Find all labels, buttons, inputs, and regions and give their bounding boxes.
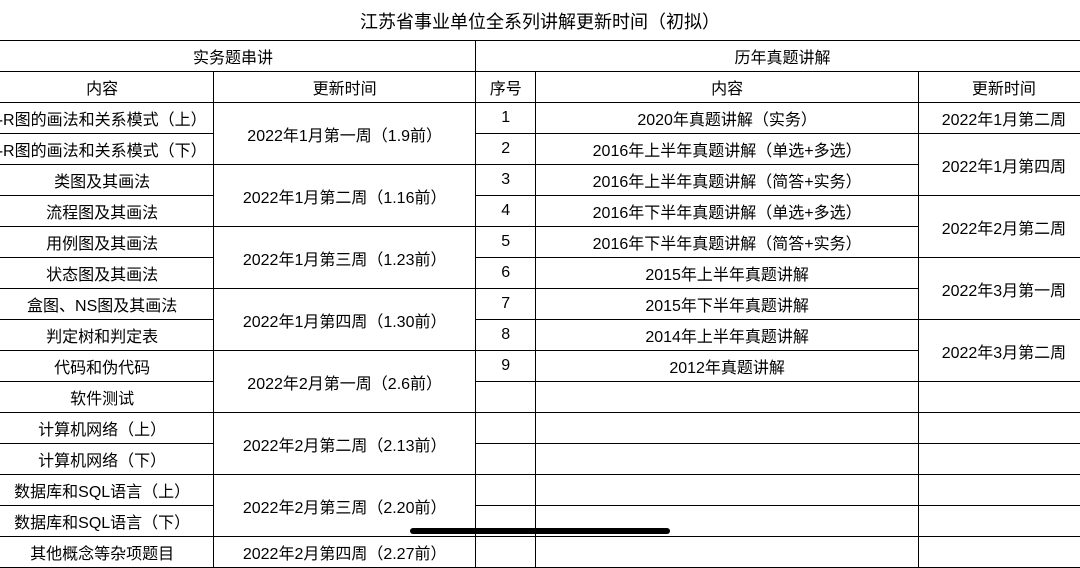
right-seq-cell: 4: [476, 196, 536, 227]
left-content-cell: -R图的画法和关系模式（下）: [0, 134, 214, 165]
right-seq-cell: 1: [476, 103, 536, 134]
left-col-time: 更新时间: [214, 72, 476, 103]
right-time-cell: 2022年1月第二周: [918, 103, 1080, 134]
left-col-content: 内容: [0, 72, 214, 103]
right-content-cell: 2016年下半年真题讲解（简答+实务）: [536, 227, 918, 258]
right-seq-cell: [476, 475, 536, 506]
left-content-cell: -R图的画法和关系模式（上）: [0, 103, 214, 134]
right-content-cell: [536, 537, 918, 568]
right-seq-cell: 6: [476, 258, 536, 289]
right-col-time: 更新时间: [918, 72, 1080, 103]
right-content-cell: [536, 382, 918, 413]
right-seq-cell: 8: [476, 320, 536, 351]
right-seq-cell: [476, 413, 536, 444]
right-content-cell: 2012年真题讲解: [536, 351, 918, 382]
right-seq-cell: 3: [476, 165, 536, 196]
left-time-cell: 2022年2月第一周（2.6前）: [214, 351, 476, 413]
right-content-cell: [536, 413, 918, 444]
right-content-cell: [536, 475, 918, 506]
left-content-cell: 软件测试: [0, 382, 214, 413]
right-time-cell: [918, 475, 1080, 506]
left-content-cell: 代码和伪代码: [0, 351, 214, 382]
left-time-cell: 2022年2月第二周（2.13前）: [214, 413, 476, 475]
left-content-cell: 数据库和SQL语言（上）: [0, 475, 214, 506]
right-seq-cell: 7: [476, 289, 536, 320]
left-time-cell: 2022年1月第三周（1.23前）: [214, 227, 476, 289]
right-content-cell: 2015年上半年真题讲解: [536, 258, 918, 289]
left-content-cell: 类图及其画法: [0, 165, 214, 196]
schedule-table-wrap: 实务题串讲 历年真题讲解 内容 更新时间 序号 内容 更新时间 -R图的画法和关…: [0, 40, 1080, 568]
right-content-cell: 2014年上半年真题讲解: [536, 320, 918, 351]
left-content-cell: 其他概念等杂项题目: [0, 537, 214, 568]
left-content-cell: 用例图及其画法: [0, 227, 214, 258]
left-content-cell: 状态图及其画法: [0, 258, 214, 289]
right-col-seq: 序号: [476, 72, 536, 103]
left-content-cell: 数据库和SQL语言（下）: [0, 506, 214, 537]
left-time-cell: 2022年2月第四周（2.27前）: [214, 537, 476, 568]
right-seq-cell: [476, 537, 536, 568]
right-time-cell: 2022年1月第四周: [918, 134, 1080, 196]
right-content-cell: [536, 444, 918, 475]
right-time-cell: [918, 537, 1080, 568]
left-content-cell: 盒图、NS图及其画法: [0, 289, 214, 320]
left-content-cell: 流程图及其画法: [0, 196, 214, 227]
left-content-cell: 计算机网络（下）: [0, 444, 214, 475]
right-time-cell: [918, 413, 1080, 444]
right-time-cell: 2022年3月第一周: [918, 258, 1080, 320]
right-content-cell: 2020年真题讲解（实务）: [536, 103, 918, 134]
schedule-table: 实务题串讲 历年真题讲解 内容 更新时间 序号 内容 更新时间 -R图的画法和关…: [0, 40, 1080, 568]
right-seq-cell: [476, 444, 536, 475]
right-time-cell: [918, 444, 1080, 475]
right-seq-cell: 9: [476, 351, 536, 382]
right-time-cell: 2022年2月第二周: [918, 196, 1080, 258]
right-seq-cell: 5: [476, 227, 536, 258]
right-col-content: 内容: [536, 72, 918, 103]
home-indicator: [410, 528, 670, 534]
left-time-cell: 2022年1月第四周（1.30前）: [214, 289, 476, 351]
left-content-cell: 判定树和判定表: [0, 320, 214, 351]
right-content-cell: 2016年上半年真题讲解（简答+实务）: [536, 165, 918, 196]
right-group-header: 历年真题讲解: [476, 41, 1080, 72]
left-time-cell: 2022年1月第二周（1.16前）: [214, 165, 476, 227]
right-content-cell: 2016年上半年真题讲解（单选+多选）: [536, 134, 918, 165]
right-time-cell: 2022年3月第二周: [918, 320, 1080, 382]
right-seq-cell: 2: [476, 134, 536, 165]
right-time-cell: [918, 506, 1080, 537]
left-content-cell: 计算机网络（上）: [0, 413, 214, 444]
left-group-header: 实务题串讲: [0, 41, 476, 72]
left-time-cell: 2022年1月第一周（1.9前）: [214, 103, 476, 165]
right-content-cell: 2015年下半年真题讲解: [536, 289, 918, 320]
right-content-cell: 2016年下半年真题讲解（单选+多选）: [536, 196, 918, 227]
right-time-cell: [918, 382, 1080, 413]
right-seq-cell: [476, 382, 536, 413]
page-title: 江苏省事业单位全系列讲解更新时间（初拟）: [0, 0, 1080, 40]
